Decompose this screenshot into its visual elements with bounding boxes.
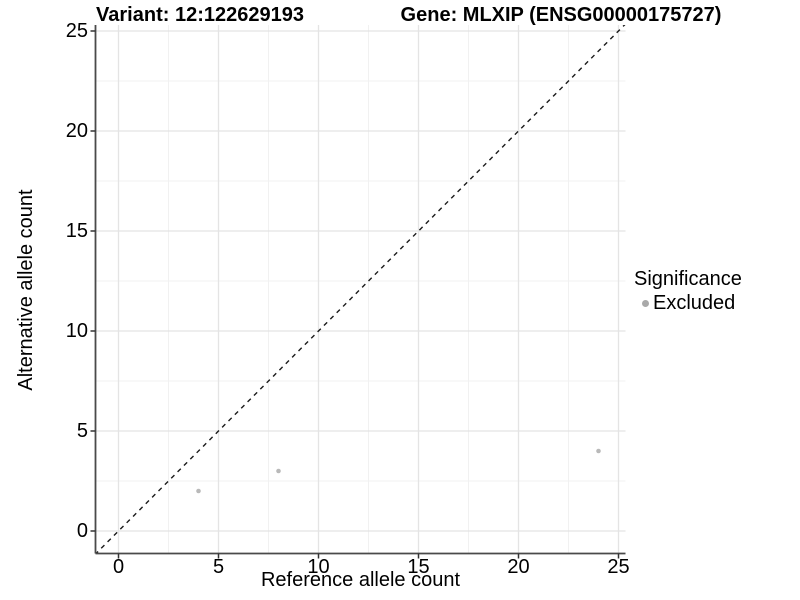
y-axis-title: Alternative allele count [15, 189, 37, 391]
x-tick-label: 25 [607, 556, 630, 578]
plot-title-gene: Gene: MLXIP (ENSG00000175727) [400, 4, 722, 26]
y-tick-label: 0 [76, 520, 88, 542]
y-tick-label: 10 [65, 320, 88, 342]
y-tick-label: 15 [65, 220, 88, 242]
y-tick-label: 20 [65, 120, 88, 142]
data-point [276, 468, 281, 474]
data-point [596, 448, 601, 454]
x-tick-label: 0 [112, 556, 125, 578]
y-tick-label: 25 [65, 20, 88, 42]
plot-title-variant: Variant: 12:122629193 [96, 4, 304, 26]
x-tick-label: 15 [407, 556, 430, 578]
data-point [196, 488, 201, 494]
legend-item-excluded: Excluded [634, 292, 742, 315]
x-tick-label: 20 [507, 556, 530, 578]
legend-key-dot-icon [642, 300, 649, 307]
x-axis-title: Reference allele count [260, 569, 460, 591]
x-tick-label: 5 [212, 556, 225, 578]
legend-item-label: Excluded [653, 292, 736, 314]
x-tick-label: 10 [307, 556, 330, 578]
legend-title: Significance [634, 268, 742, 290]
y-tick-label: 5 [76, 420, 88, 442]
identity-reference-line [95, 25, 626, 554]
legend: Significance Excluded [634, 268, 742, 315]
